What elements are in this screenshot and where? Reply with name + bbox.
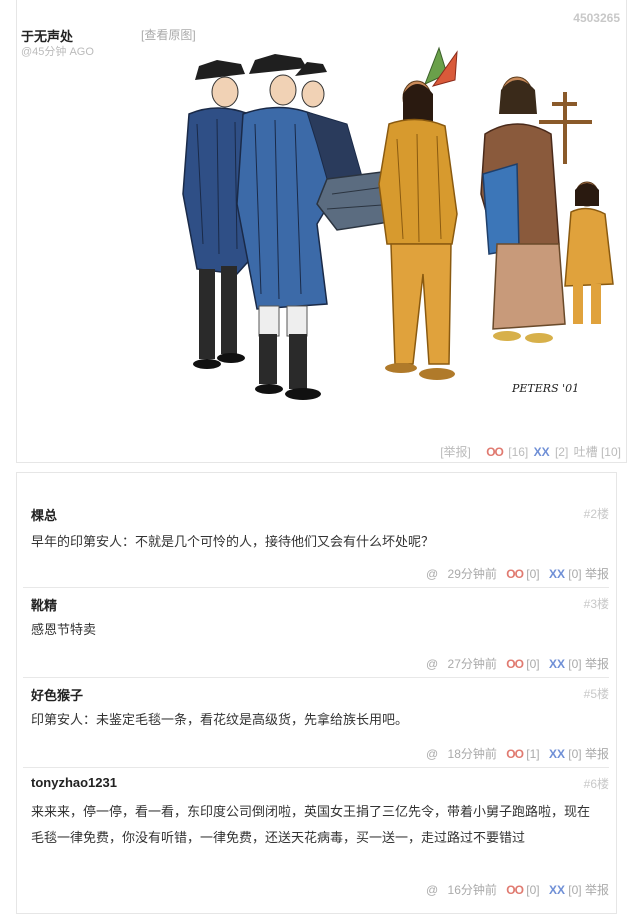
xx-vote-button[interactable]: XX [548,747,565,761]
post-time: @45分钟 AGO [21,46,94,58]
xx-vote-button[interactable]: XX [548,657,565,671]
xx-vote-button[interactable]: XX [533,445,550,459]
comment-floor[interactable]: #3楼 [583,597,609,611]
soldier-center-figure [236,54,336,400]
native-woman-figure [480,76,592,343]
comment-text: 早年的印第安人：不就是几个可怜的人，接待他们又会有什么坏处呢？ [31,534,435,549]
artist-signature: PETERS '01 [511,382,579,395]
comment-time: 16分钟前 [447,883,497,897]
oo-count: [1] [526,747,540,761]
comment-meta: @ 27分钟前 OO [0] XX [0] 举报 [393,655,609,672]
comment-list: 棵总 #2楼 早年的印第安人：不就是几个可怜的人，接待他们又会有什么坏处呢？ @… [16,472,617,914]
xx-vote-button[interactable]: XX [548,883,565,897]
oo-count: [0] [526,883,540,897]
comment-at: @ [426,657,439,671]
comment-report-link[interactable]: 举报 [584,567,609,581]
comment-report-link[interactable]: 举报 [584,657,609,671]
post-actions: [举报] OO [16] XX [2] 吐槽 [10] [438,443,621,460]
comment-floor[interactable]: #2楼 [583,507,609,521]
comment-meta: @ 18分钟前 OO [1] XX [0] 举报 [393,745,609,762]
xx-count: [2] [554,445,569,459]
comment-hidden-name [393,883,416,897]
comment-text: 印第安人：未鉴定毛毯一条，看花纹是高级货，先拿给族长用吧。 [31,712,409,727]
post-card: 4503265 于无声处 @45分钟 AGO [查看原图] [16,0,627,463]
comment-item: 靴精 #3楼 感恩节特卖 @ 27分钟前 OO [0] XX [0] 举报 [23,587,609,678]
tucao-link[interactable]: 吐槽 [10] [573,445,621,459]
comment-meta: @ 16分钟前 OO [0] XX [0] 举报 [393,881,609,898]
comment-author[interactable]: tonyzhao1231 [31,775,117,790]
comment-author[interactable]: 棵总 [31,508,58,523]
comment-author[interactable]: 好色猴子 [31,688,84,703]
oo-count: [0] [526,567,540,581]
comment-item: 棵总 #2楼 早年的印第安人：不就是几个可怜的人，接待他们又会有什么坏处呢？ @… [23,495,609,588]
comment-at: @ [426,567,439,581]
comment-at: @ [426,883,439,897]
oo-count: [0] [526,657,540,671]
comment-report-link[interactable]: 举报 [584,883,609,897]
oo-vote-button[interactable]: OO [506,747,524,761]
oo-vote-button[interactable]: OO [486,445,504,459]
comment-hidden-name [393,567,416,581]
comment-text: 来来来，停一停，看一看，东印度公司倒闭啦，英国女王捐了三亿先令，带着小舅子跑路啦… [31,804,591,845]
comment-time: 27分钟前 [447,657,497,671]
native-man-figure [378,46,458,380]
view-original-link[interactable]: [查看原图] [141,28,196,42]
oo-vote-button[interactable]: OO [506,883,524,897]
comment-floor[interactable]: #6楼 [583,777,609,791]
native-child-figure [564,181,614,324]
comment-at: @ [426,747,439,761]
xx-count: [0] [568,657,582,671]
comment-floor[interactable]: #5楼 [583,687,609,701]
comment-time: 29分钟前 [447,567,497,581]
comment-meta: @ 29分钟前 OO [0] XX [0] 举报 [393,565,609,582]
oo-vote-button[interactable]: OO [506,567,524,581]
post-author[interactable]: 于无声处 [21,29,74,44]
xx-vote-button[interactable]: XX [548,567,565,581]
comment-time: 18分钟前 [447,747,497,761]
comment-hidden-name [393,657,416,671]
comment-report-link[interactable]: 举报 [584,747,609,761]
comment-hidden-name [393,747,416,761]
xx-count: [0] [568,747,582,761]
post-id: 4503265 [573,11,620,25]
comment-text: 感恩节特卖 [31,622,97,637]
oo-vote-button[interactable]: OO [506,657,524,671]
report-link[interactable]: [举报] [440,445,471,459]
soldier-left-figure [182,60,256,369]
comment-author[interactable]: 靴精 [31,598,58,613]
xx-count: [0] [568,567,582,581]
oo-count: [16] [508,445,529,459]
xx-count: [0] [568,883,582,897]
post-illustration[interactable]: PETERS '01 [167,44,627,420]
comment-item: tonyzhao1231 #6楼 来来来，停一停，看一看，东印度公司倒闭啦，英国… [23,767,609,903]
comment-item: 好色猴子 #5楼 印第安人：未鉴定毛毯一条，看花纹是高级货，先拿给族长用吧。 @… [23,677,609,768]
